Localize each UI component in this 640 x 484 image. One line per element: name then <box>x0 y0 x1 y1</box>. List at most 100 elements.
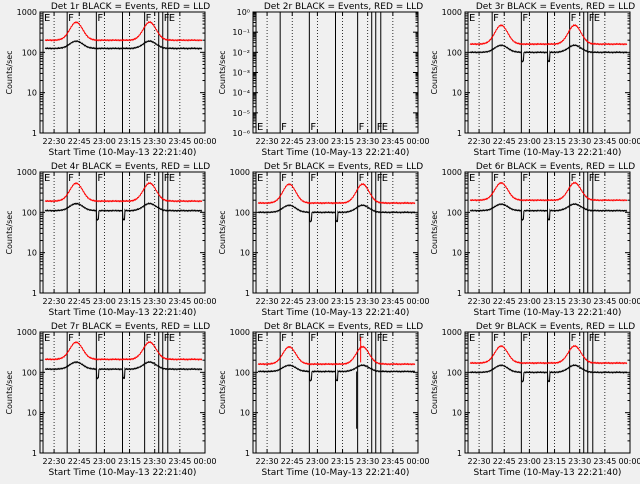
y-tick-label: 100 <box>22 368 37 377</box>
flag-label: F <box>68 333 74 344</box>
flag-label: F <box>97 173 103 184</box>
x-tick-label: 23:45 <box>381 457 404 466</box>
x-tick-label: 23:00 <box>306 457 329 466</box>
y-tick-label: 100 <box>447 368 462 377</box>
x-axis-label: Start Time (10-May-13 22:21:40) <box>49 148 197 158</box>
x-axis-label: Start Time (10-May-13 22:21:40) <box>474 468 622 478</box>
lld-series-line <box>44 340 203 361</box>
x-tick-label: 22:30 <box>468 137 491 146</box>
y-tick-label: 1000 <box>442 168 462 177</box>
chart-panel-6: Det 6r BLACK = Events, RED = LLD Start Ti… <box>430 162 640 318</box>
flag-label: F <box>522 173 528 184</box>
y-tick-label: 1000 <box>442 8 462 17</box>
lld-series-line <box>257 345 416 366</box>
flag-label: F <box>164 173 170 184</box>
x-tick-label: 23:30 <box>356 457 379 466</box>
y-tick-label: 100 <box>447 48 462 57</box>
flag-label: E <box>169 13 175 24</box>
flag-label: E <box>469 333 475 344</box>
x-tick-label: 00:00 <box>406 457 429 466</box>
chart-title: Det 5r BLACK = Events, RED = LLD <box>264 162 423 172</box>
y-tick-label: 1 <box>457 129 462 138</box>
x-axis-label: Start Time (10-May-13 22:21:40) <box>474 148 622 158</box>
x-tick-label: 22:30 <box>43 457 66 466</box>
y-tick-label: 10⁻² <box>232 48 250 57</box>
x-tick-label: 23:15 <box>331 137 354 146</box>
events-series-line <box>44 39 203 50</box>
y-tick-label: 1 <box>32 449 37 458</box>
flag-label: E <box>594 13 600 24</box>
x-tick-label: 23:45 <box>593 137 616 146</box>
x-tick-label: 23:15 <box>118 137 141 146</box>
y-tick-label: 10 <box>452 89 462 98</box>
y-tick-label: 1000 <box>17 168 37 177</box>
x-tick-label: 23:45 <box>593 457 616 466</box>
flag-label: F <box>493 13 499 24</box>
events-series-line <box>44 202 203 221</box>
y-tick-label: 10⁻¹ <box>232 28 250 37</box>
flag-label: E <box>594 173 600 184</box>
x-tick-label: 23:00 <box>306 137 329 146</box>
y-axis-label: Counts/sec <box>218 210 227 254</box>
y-tick-label: 10⁰ <box>237 8 250 17</box>
y-tick-label: 10 <box>452 409 462 418</box>
flag-label: E <box>594 333 600 344</box>
y-axis-label: Counts/sec <box>5 370 14 414</box>
y-tick-label: 100 <box>22 48 37 57</box>
y-axis-label: Counts/sec <box>5 210 14 254</box>
chart-title: Det 9r BLACK = Events, RED = LLD <box>476 322 635 332</box>
x-tick-label: 22:45 <box>68 457 91 466</box>
flag-label: F <box>589 173 595 184</box>
y-tick-label: 1000 <box>230 168 250 177</box>
x-tick-label: 00:00 <box>193 297 216 306</box>
lld-series-line <box>44 20 203 42</box>
flag-label: E <box>257 333 263 344</box>
x-tick-label: 23:30 <box>568 137 591 146</box>
x-axis-label: Start Time (10-May-13 22:21:40) <box>262 148 410 158</box>
y-axis-label: Counts/sec <box>218 370 227 414</box>
chart-panel-4: Det 4r BLACK = Events, RED = LLD Start Ti… <box>5 162 217 318</box>
x-tick-label: 23:00 <box>93 137 116 146</box>
y-axis-label: Counts/sec <box>430 210 439 254</box>
x-tick-label: 23:15 <box>331 457 354 466</box>
y-tick-label: 10⁻⁶ <box>232 129 250 138</box>
y-tick-label: 10 <box>27 409 37 418</box>
flag-label: E <box>44 13 50 24</box>
events-series-line <box>469 363 628 383</box>
x-tick-label: 23:30 <box>568 297 591 306</box>
flag-label: F <box>359 122 365 133</box>
flag-label: E <box>257 173 263 184</box>
x-tick-label: 23:00 <box>518 457 541 466</box>
flag-label: F <box>377 122 383 133</box>
y-tick-label: 1000 <box>17 8 37 17</box>
flag-label: F <box>310 333 316 344</box>
x-tick-label: 23:15 <box>331 297 354 306</box>
x-tick-label: 23:30 <box>356 137 379 146</box>
x-tick-label: 23:15 <box>543 137 566 146</box>
x-tick-label: 22:45 <box>68 297 91 306</box>
y-tick-label: 1 <box>457 289 462 298</box>
x-tick-label: 22:30 <box>256 137 279 146</box>
flag-label: F <box>377 173 383 184</box>
flag-label: E <box>44 333 50 344</box>
flag-label: F <box>522 13 528 24</box>
flag-label: F <box>310 122 316 133</box>
x-tick-label: 23:00 <box>518 137 541 146</box>
chart-title: Det 3r BLACK = Events, RED = LLD <box>476 2 635 12</box>
y-axis-label: Counts/sec <box>430 370 439 414</box>
x-tick-label: 00:00 <box>618 457 640 466</box>
flag-label: F <box>164 13 170 24</box>
lld-series-line <box>469 344 628 365</box>
flag-label: F <box>281 333 287 344</box>
x-tick-label: 22:45 <box>68 137 91 146</box>
x-tick-label: 23:45 <box>381 137 404 146</box>
x-tick-label: 22:45 <box>281 297 304 306</box>
chart-panel-5: Det 5r BLACK = Events, RED = LLD Start Ti… <box>218 162 430 318</box>
y-tick-label: 100 <box>235 208 250 217</box>
events-series-line <box>44 360 203 380</box>
x-tick-label: 22:30 <box>256 297 279 306</box>
x-tick-label: 22:30 <box>43 297 66 306</box>
x-tick-label: 23:30 <box>143 297 166 306</box>
y-tick-label: 1000 <box>230 328 250 337</box>
